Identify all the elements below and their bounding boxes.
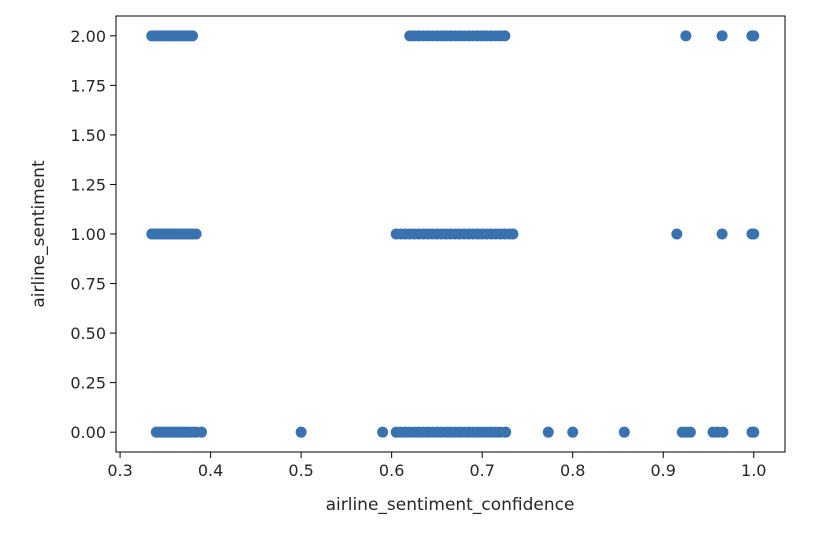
data-point <box>671 228 683 240</box>
data-point <box>684 426 696 438</box>
data-point <box>542 426 554 438</box>
data-point <box>507 228 519 240</box>
y-tick-label: 2.00 <box>70 27 106 46</box>
data-point <box>680 30 692 42</box>
data-point <box>716 30 728 42</box>
data-point <box>190 228 202 240</box>
data-point <box>187 30 198 42</box>
data-point <box>500 426 512 438</box>
y-tick-label: 0.25 <box>70 374 106 393</box>
data-point <box>748 30 760 42</box>
x-tick-label: 0.5 <box>288 461 313 480</box>
x-tick-label: 0.3 <box>107 461 132 480</box>
y-tick-label: 0.75 <box>70 275 106 294</box>
x-tick-label: 1.0 <box>741 461 766 480</box>
data-point <box>567 426 579 438</box>
data-point <box>716 228 728 240</box>
data-points <box>146 30 760 438</box>
data-point <box>499 30 511 42</box>
x-tick-label: 0.9 <box>651 461 676 480</box>
y-tick-label: 1.25 <box>70 175 106 194</box>
data-point <box>717 426 729 438</box>
y-tick-label: 1.75 <box>70 76 106 95</box>
data-point <box>377 426 389 438</box>
x-axis-label: airline_sentiment_confidence <box>326 495 575 515</box>
y-tick-label: 1.00 <box>70 225 106 244</box>
y-tick-label: 0.50 <box>70 324 106 343</box>
data-point <box>196 426 208 438</box>
x-tick-label: 0.6 <box>379 461 404 480</box>
data-point <box>748 228 760 240</box>
data-point <box>295 426 307 438</box>
x-tick-label: 0.4 <box>198 461 223 480</box>
x-axis-ticks: 0.3 0.4 0.5 0.6 0.7 0.8 0.9 1.0 <box>107 452 766 480</box>
y-axis-ticks: 0.00 0.25 0.50 0.75 1.00 1.25 1.50 1.75 2.00 <box>70 27 116 442</box>
data-point <box>618 426 630 438</box>
y-tick-label: 1.50 <box>70 126 106 145</box>
y-axis-label: airline_sentiment <box>29 160 49 308</box>
x-tick-label: 0.8 <box>560 461 585 480</box>
data-point <box>748 426 760 438</box>
y-tick-label: 0.00 <box>70 423 106 442</box>
x-tick-label: 0.7 <box>469 461 494 480</box>
